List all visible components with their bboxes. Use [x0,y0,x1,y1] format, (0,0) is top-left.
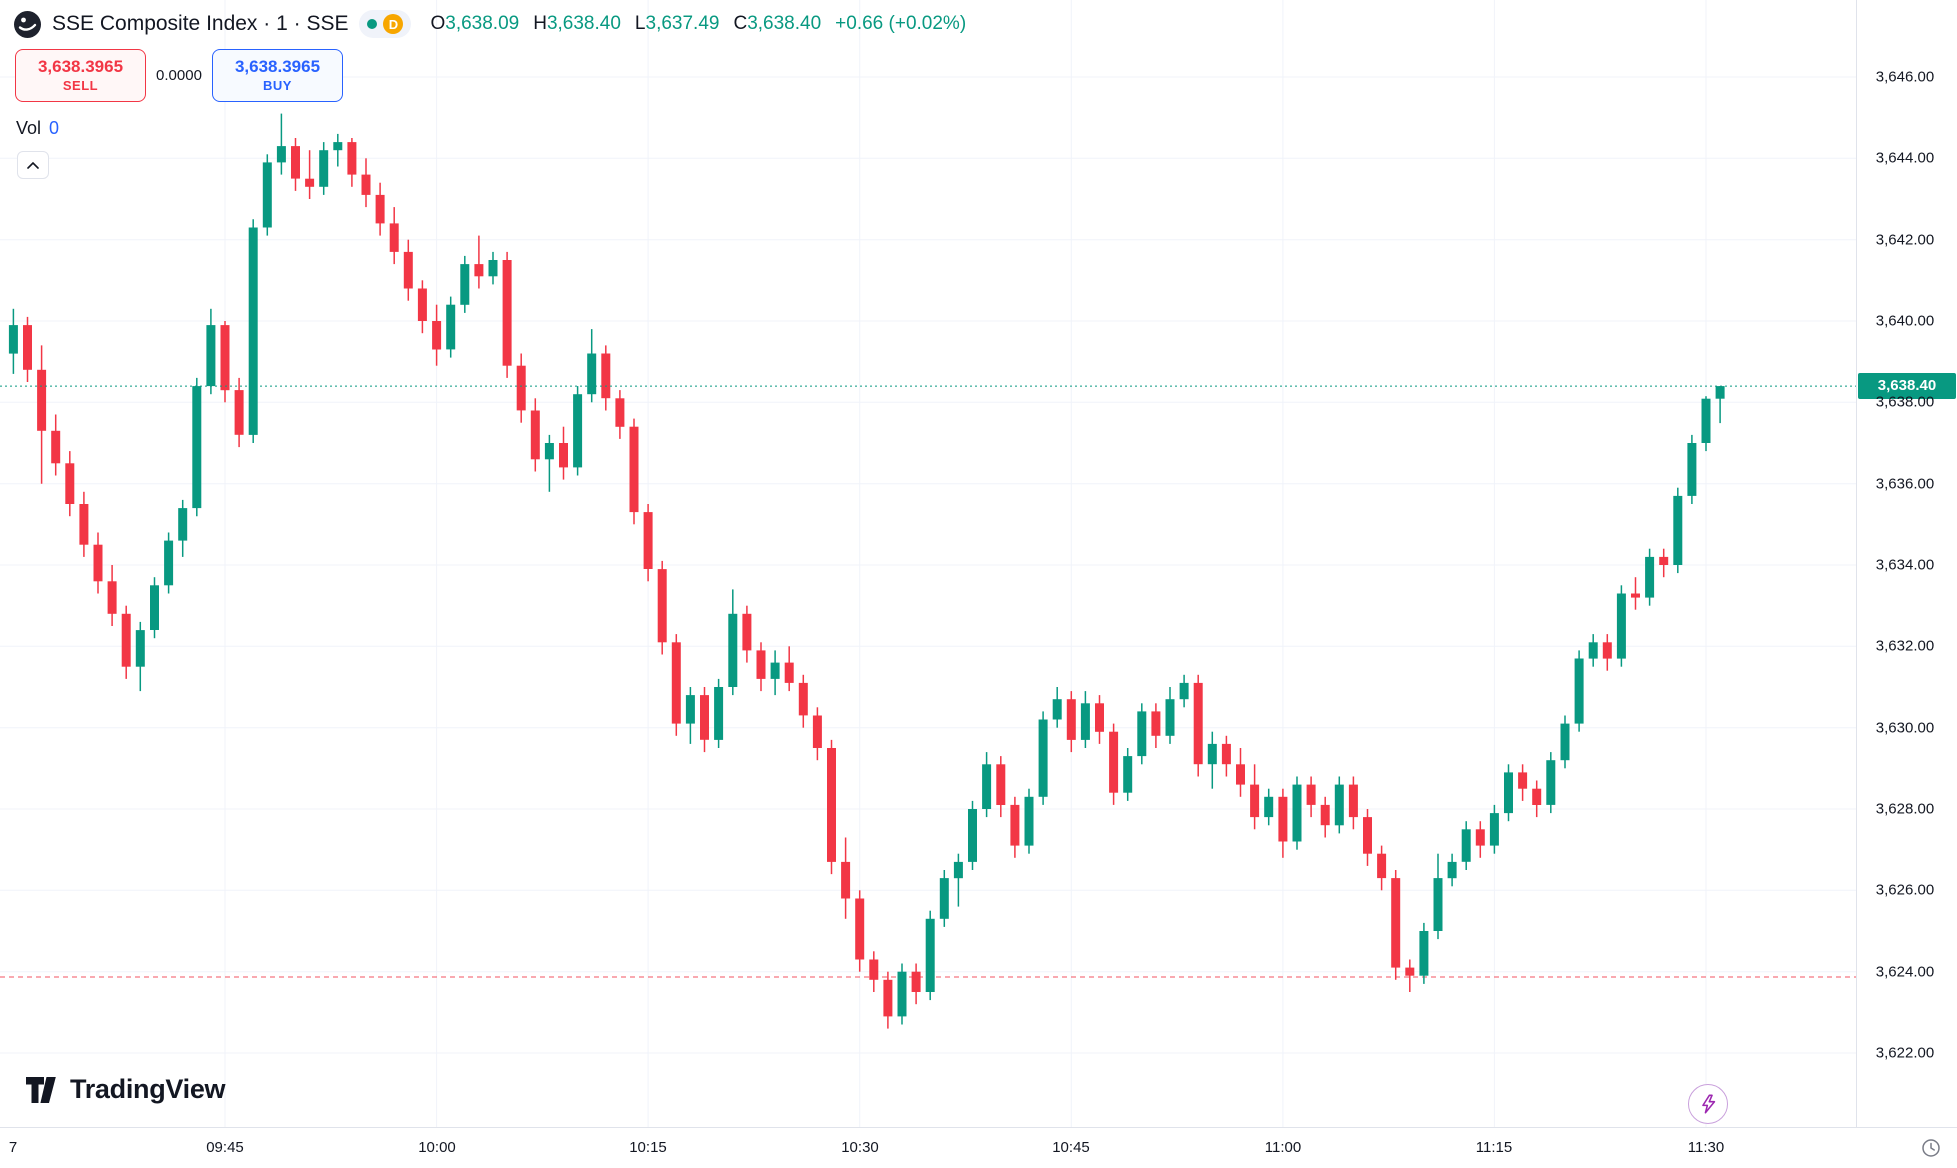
high-value: 3,638.40 [546,13,621,34]
tradingview-mark-icon [26,1076,56,1103]
spread-value: 0.0000 [146,49,212,102]
close-label: C [733,13,748,34]
time-axis-label: 11:30 [1687,1139,1725,1156]
sell-price: 3,638.3965 [37,57,124,77]
candlestick-chart[interactable] [0,0,1856,1127]
trade-panel: 3,638.3965 SELL 0.0000 3,638.3965 BUY [15,49,343,102]
price-axis-label: 3,622.00 [1875,1044,1935,1062]
time-axis[interactable]: 7 09:45 10:00 10:15 10:30 10:45 11:00 11:15 11:3… [0,1127,1957,1168]
volume-label: Vol [16,118,42,138]
lightning-bolt-icon [1702,1094,1716,1114]
price-axis[interactable]: 3,638.40 3,646.00 3,644.00 3,642.00 3,640.0… [1856,0,1957,1127]
low-value: 3,637.49 [645,13,720,34]
price-axis-label: 3,640.00 [1875,312,1935,330]
chevron-up-icon [27,161,39,169]
open-value: 3,638.09 [445,13,520,34]
symbol-title[interactable]: SSE Composite Index · 1 · SSE [52,12,349,35]
sell-button[interactable]: 3,638.3965 SELL [15,49,146,102]
change-value: +0.66 (+0.02%) [835,13,967,34]
open-label: O [430,13,446,34]
close-value: 3,638.40 [747,13,822,34]
price-axis-label: 3,642.00 [1875,231,1935,249]
market-status-pill[interactable]: D [359,10,412,38]
delayed-data-badge: D [383,14,404,34]
price-axis-label: 3,630.00 [1875,719,1935,737]
price-axis-label: 3,628.00 [1875,800,1935,818]
buy-label: BUY [263,77,292,93]
tradingview-logo[interactable]: TradingView [25,1074,226,1105]
ohlc-readout: O3,638.09 H3,638.40 L3,637.49 C3,638.40 … [430,13,966,35]
volume-indicator: Vol 0 [16,118,59,139]
price-axis-label: 3,644.00 [1875,149,1935,167]
high-label: H [533,13,547,34]
time-axis-label: 7 [8,1139,18,1156]
time-axis-label: 10:15 [629,1139,667,1156]
price-axis-label: 3,632.00 [1875,637,1935,655]
price-axis-label: 3,626.00 [1875,881,1935,899]
time-axis-label: 10:30 [841,1139,879,1156]
volume-value: 0 [49,118,60,138]
time-axis-label: 11:15 [1475,1139,1513,1156]
price-axis-label: 3,646.00 [1875,68,1935,86]
sell-label: SELL [62,77,99,93]
time-axis-label: 10:00 [418,1139,456,1156]
market-open-dot-icon [367,19,378,29]
price-axis-label: 3,636.00 [1875,475,1935,493]
symbol-logo-icon [14,10,41,38]
low-label: L [634,13,646,34]
price-axis-label: 3,634.00 [1875,556,1935,574]
chart-legend: SSE Composite Index · 1 · SSE D O3,638.0… [14,10,966,38]
last-price-badge: 3,638.40 [1858,373,1956,399]
price-axis-label: 3,638.00 [1875,393,1935,411]
time-axis-label: 09:45 [206,1139,244,1156]
buy-button[interactable]: 3,638.3965 BUY [212,49,343,102]
flash-button[interactable] [1688,1084,1728,1124]
buy-price: 3,638.3965 [234,57,321,77]
time-axis-label: 10:45 [1052,1139,1090,1156]
time-axis-label: 11:00 [1264,1139,1302,1156]
tradingview-logo-text: TradingView [70,1074,226,1104]
price-axis-label: 3,624.00 [1875,963,1935,981]
timezone-clock-icon[interactable] [1921,1138,1941,1163]
collapse-legend-button[interactable] [17,151,49,179]
